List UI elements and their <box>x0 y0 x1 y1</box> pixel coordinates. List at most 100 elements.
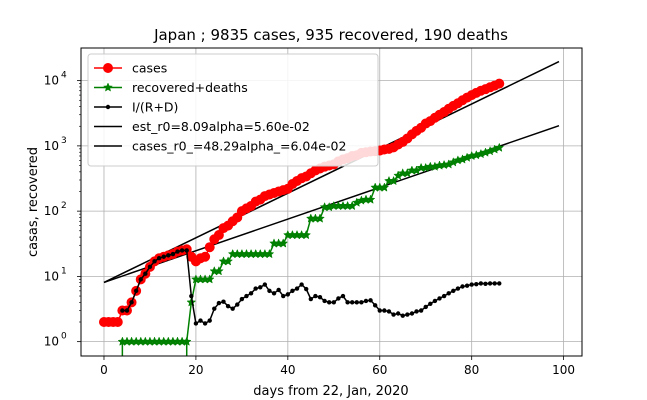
data-point <box>202 321 208 326</box>
data-point <box>258 285 263 290</box>
data-point <box>294 286 300 291</box>
data-point <box>441 293 447 299</box>
data-point <box>276 287 281 293</box>
data-point <box>198 318 203 323</box>
data-point <box>365 194 376 204</box>
data-point <box>170 251 176 257</box>
data-point <box>212 306 217 311</box>
y-tick-exponent: 4 <box>61 71 67 81</box>
data-point <box>230 306 235 311</box>
plot-frame <box>80 47 583 357</box>
data-point <box>487 281 493 286</box>
data-point <box>285 292 291 297</box>
data-point <box>428 301 433 307</box>
data-point <box>497 281 502 286</box>
data-point <box>395 311 401 316</box>
y-tick-exponent: 1 <box>61 266 67 276</box>
data-point <box>313 293 318 299</box>
data-point <box>248 291 254 296</box>
y-tick-label: 10 <box>44 204 59 218</box>
data-point <box>301 229 312 240</box>
legend-label: recovered+deaths <box>132 80 248 95</box>
data-point <box>308 296 314 302</box>
data-point <box>460 284 465 289</box>
data-point <box>379 182 390 192</box>
data-point <box>235 302 240 307</box>
x-tick-label: 0 <box>100 363 108 377</box>
data-point <box>221 299 226 304</box>
data-point <box>304 286 309 292</box>
data-point <box>204 242 215 253</box>
y-tick-exponent: 2 <box>61 201 67 211</box>
data-point <box>494 78 505 89</box>
data-point <box>388 175 399 186</box>
data-point <box>322 298 327 304</box>
data-point <box>179 248 185 253</box>
data-point <box>372 303 378 308</box>
data-point <box>469 282 474 287</box>
x-axis-label: days from 22, Jan, 2020 <box>253 384 408 399</box>
data-point <box>207 318 212 323</box>
legend-swatch-marker <box>103 63 113 73</box>
y-tick-exponent: 0 <box>61 332 67 342</box>
data-point <box>432 298 438 304</box>
series-2 <box>120 248 502 326</box>
legend-label: est_r0=8.09alpha=5.60e-02 <box>132 119 310 134</box>
data-point <box>175 249 180 254</box>
y-axis-label: casas, recovered <box>26 147 41 257</box>
data-point <box>317 294 323 300</box>
data-point <box>400 313 405 318</box>
data-point <box>331 300 336 305</box>
data-point <box>264 248 275 259</box>
data-point <box>213 230 224 241</box>
y-tick-label: 10 <box>44 335 59 349</box>
data-point <box>244 293 249 299</box>
data-point <box>133 288 139 294</box>
data-point <box>478 281 484 286</box>
data-point <box>267 288 272 294</box>
data-point <box>418 308 424 313</box>
data-point <box>363 298 369 304</box>
data-point <box>437 296 442 301</box>
data-point <box>161 254 166 259</box>
data-point <box>315 213 325 223</box>
data-point <box>184 248 189 253</box>
data-point <box>409 311 415 316</box>
series-1 <box>117 142 505 356</box>
data-point <box>112 317 123 328</box>
x-tick-label: 40 <box>280 363 295 377</box>
legend-entry: I/(R+D) <box>94 100 178 115</box>
data-point <box>377 308 382 313</box>
legend-entry: cases <box>94 61 167 76</box>
data-point <box>340 293 346 299</box>
data-point <box>327 300 332 305</box>
data-point <box>181 336 192 346</box>
data-point <box>483 281 488 286</box>
data-point <box>492 281 497 286</box>
data-point <box>124 308 130 313</box>
data-point <box>271 291 277 296</box>
data-point <box>189 293 194 299</box>
legend-box <box>87 53 379 167</box>
data-point <box>349 300 355 305</box>
data-point <box>186 297 197 307</box>
data-point <box>278 238 289 248</box>
data-point <box>391 312 396 317</box>
data-point <box>152 259 157 264</box>
data-point <box>239 296 245 302</box>
y-tick-label: 10 <box>44 139 59 153</box>
legend-entry: recovered+deaths <box>94 80 248 95</box>
x-tick-label: 20 <box>188 363 203 377</box>
data-point <box>223 256 234 266</box>
data-point <box>299 282 304 287</box>
x-tick-label: 80 <box>464 363 479 377</box>
y-tick-exponent: 3 <box>61 136 67 146</box>
data-point <box>213 266 224 276</box>
x-tick-label: 60 <box>372 363 387 377</box>
data-point <box>451 288 456 294</box>
data-point <box>156 255 162 261</box>
legend-entry: cases_r0_=48.29alpha_=6.04e-02 <box>94 139 346 154</box>
